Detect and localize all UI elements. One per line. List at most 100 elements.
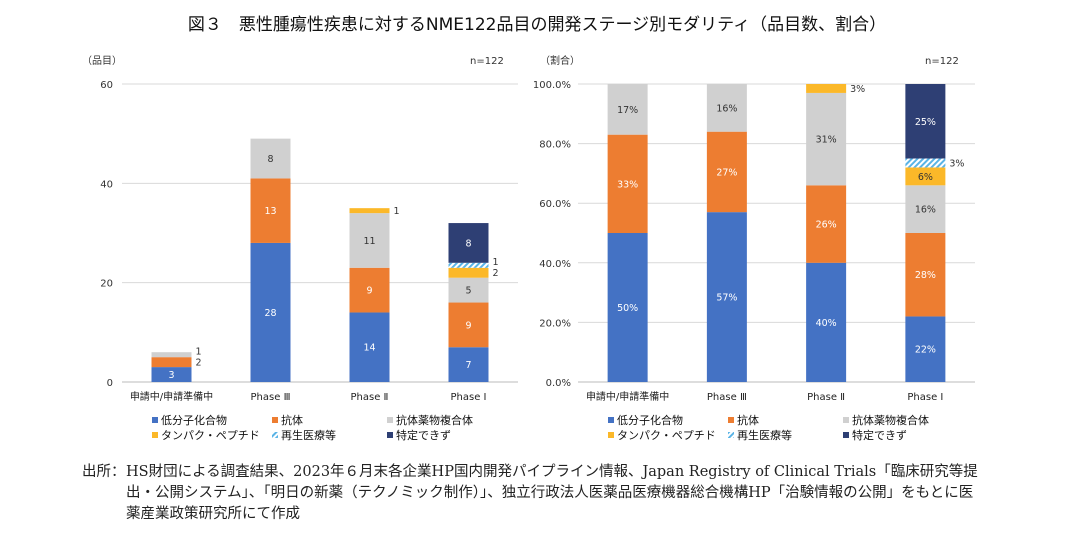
legend-label: 特定できず bbox=[852, 428, 907, 442]
legend-label: 抗体 bbox=[737, 413, 759, 427]
x-tick-label: Phase Ⅱ bbox=[807, 392, 845, 403]
y-tick-label: 100.0% bbox=[533, 80, 571, 91]
data-label: 40% bbox=[816, 318, 837, 329]
data-label: 13 bbox=[264, 206, 276, 217]
legend-label: 抗体薬物複合体 bbox=[852, 413, 929, 427]
bar-segment bbox=[250, 178, 291, 243]
bar-segment bbox=[806, 185, 847, 263]
y-tick-label: 60 bbox=[100, 80, 113, 91]
data-label: 28% bbox=[915, 270, 936, 281]
legend-swatch bbox=[608, 432, 614, 438]
data-label: 3 bbox=[168, 370, 174, 381]
legend-swatch bbox=[272, 432, 278, 438]
legend-label: 低分子化合物 bbox=[161, 413, 227, 427]
x-tick-label: Phase Ⅱ bbox=[351, 392, 389, 403]
data-label: 22% bbox=[915, 345, 936, 356]
bar-segment bbox=[905, 84, 946, 159]
data-label: 57% bbox=[716, 293, 737, 304]
legend-swatch bbox=[152, 432, 158, 438]
legend-swatch bbox=[843, 432, 849, 438]
data-label: 6% bbox=[918, 172, 933, 183]
bar-segment bbox=[250, 138, 291, 179]
legend-label: 低分子化合物 bbox=[617, 413, 683, 427]
legend-swatch bbox=[387, 432, 393, 438]
y-tick-label: 80.0% bbox=[539, 140, 571, 151]
data-label: 1 bbox=[394, 206, 400, 217]
source-note: 出所： HS財団による調査結果、2023年６月末各企業HP国内開発パイプライン情… bbox=[82, 462, 982, 525]
data-label: 28 bbox=[264, 308, 276, 319]
bar-segment bbox=[905, 158, 946, 168]
data-label: 5 bbox=[465, 286, 471, 297]
data-label: 27% bbox=[716, 167, 737, 178]
x-tick-label: Phase Ⅰ bbox=[451, 392, 487, 403]
bar-segment bbox=[448, 347, 489, 382]
bar-segment bbox=[448, 262, 489, 268]
data-label: 9 bbox=[465, 320, 471, 331]
data-label: 14 bbox=[363, 343, 375, 354]
data-label: 2 bbox=[493, 268, 499, 279]
data-label: 1 bbox=[493, 257, 499, 268]
x-tick-label: Phase Ⅲ bbox=[251, 392, 291, 403]
data-label: 26% bbox=[816, 220, 837, 231]
legend-swatch bbox=[272, 417, 278, 423]
data-label: 8 bbox=[465, 238, 471, 249]
y-axis-label: （割合） bbox=[540, 54, 580, 67]
x-tick-label: 申請中/申請準備中 bbox=[130, 390, 213, 403]
data-label: 50% bbox=[617, 303, 638, 314]
legend-swatch bbox=[152, 417, 158, 423]
y-tick-label: 0 bbox=[107, 378, 113, 389]
data-label: 7 bbox=[465, 360, 471, 371]
data-label: 25% bbox=[915, 117, 936, 128]
y-axis-label: （品目） bbox=[82, 55, 122, 67]
data-label: 11 bbox=[363, 236, 375, 247]
y-tick-label: 0.0% bbox=[546, 378, 571, 389]
bar-segment bbox=[706, 212, 747, 382]
bar-segment bbox=[607, 84, 648, 135]
x-tick-label: Phase Ⅲ bbox=[707, 392, 747, 403]
source-text: HS財団による調査結果、2023年６月末各企業HP国内開発パイプライン情報、Ja… bbox=[126, 464, 978, 522]
legend-label: 抗体 bbox=[281, 413, 303, 427]
bar-segment bbox=[905, 316, 946, 382]
n-annotation: n=122 bbox=[925, 56, 959, 67]
bar-segment bbox=[607, 233, 648, 382]
bar-segment bbox=[806, 92, 847, 186]
bar-segment bbox=[706, 131, 747, 213]
y-tick-label: 40 bbox=[100, 179, 113, 190]
bar-segment bbox=[349, 267, 390, 313]
legend-label: 抗体薬物複合体 bbox=[396, 413, 473, 427]
chart-title: 図３ 悪性腫瘍性疾患に対するNME122品目の開発ステージ別モダリティ（品目数、… bbox=[187, 15, 887, 35]
legend-swatch bbox=[728, 432, 734, 438]
bar-segment bbox=[349, 208, 390, 214]
x-tick-label: 申請中/申請準備中 bbox=[586, 390, 669, 403]
bar-segment bbox=[806, 262, 847, 382]
legend-swatch bbox=[843, 417, 849, 423]
bar-segment bbox=[151, 367, 192, 382]
data-label: 3% bbox=[850, 84, 865, 95]
data-label: 16% bbox=[716, 103, 737, 114]
legend-label: タンパク・ペプチド bbox=[161, 429, 260, 442]
bar-segment bbox=[448, 223, 489, 263]
n-annotation: n=122 bbox=[470, 56, 504, 67]
legend-label: 再生医療等 bbox=[737, 428, 792, 442]
y-tick-label: 20 bbox=[100, 279, 113, 290]
bar-segment bbox=[349, 213, 390, 268]
bar-segment bbox=[349, 312, 390, 382]
legend-swatch bbox=[608, 417, 614, 423]
bar-segment bbox=[706, 84, 747, 132]
bar-segment bbox=[448, 277, 489, 303]
legend-label: 再生医療等 bbox=[281, 428, 336, 442]
y-tick-label: 60.0% bbox=[539, 199, 571, 210]
data-label: 1 bbox=[196, 347, 202, 358]
data-label: 2 bbox=[196, 358, 202, 369]
data-label: 16% bbox=[915, 205, 936, 216]
bar-segment bbox=[607, 134, 648, 233]
legend-label: 特定できず bbox=[396, 428, 451, 442]
y-tick-label: 40.0% bbox=[539, 259, 571, 270]
bar-segment bbox=[905, 167, 946, 186]
legend-label: タンパク・ペプチド bbox=[617, 429, 716, 442]
y-tick-label: 20.0% bbox=[539, 318, 571, 329]
data-label: 3% bbox=[949, 158, 964, 169]
x-tick-label: Phase Ⅰ bbox=[907, 392, 943, 403]
bar-segment bbox=[448, 267, 489, 278]
